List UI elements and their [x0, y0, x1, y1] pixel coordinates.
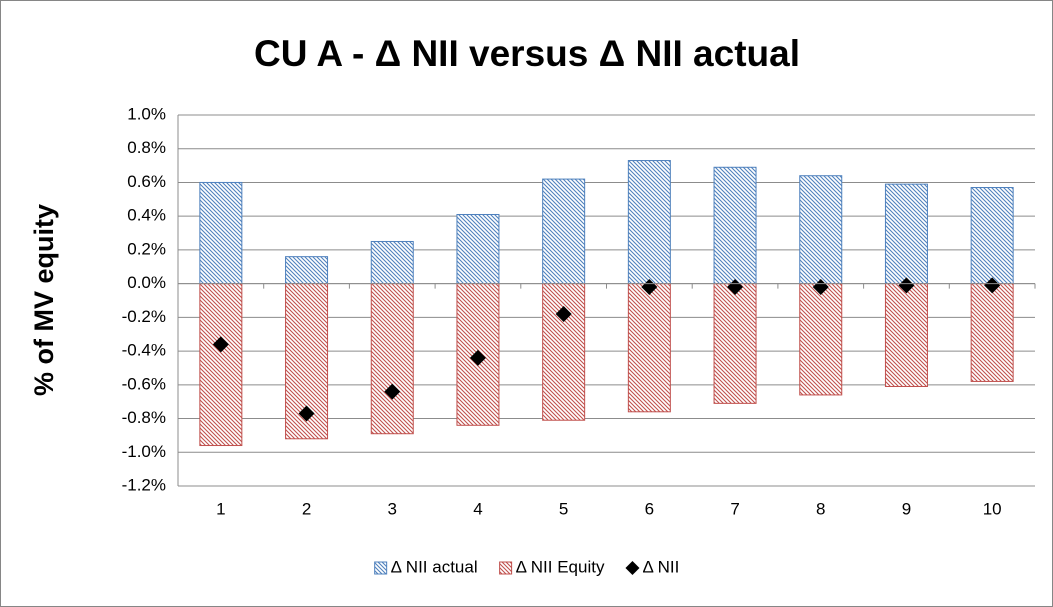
bar [713, 166, 757, 285]
y-tick-label: -1.0% [122, 442, 166, 461]
bar [884, 183, 928, 285]
bar [370, 240, 414, 285]
legend-swatch [625, 561, 640, 575]
marker [812, 279, 829, 296]
y-tick-label: -0.2% [122, 307, 166, 326]
x-tick-label: 8 [816, 499, 825, 518]
bar [627, 283, 671, 413]
y-tick-label: 0.2% [127, 239, 166, 258]
bar [285, 256, 329, 285]
x-tick-label: 6 [645, 499, 654, 518]
marker [298, 405, 315, 422]
bar [456, 213, 500, 285]
x-tick-label: 3 [388, 499, 397, 518]
bar [970, 187, 1014, 285]
x-tick-label: 2 [302, 499, 311, 518]
marker [727, 279, 744, 296]
marker [641, 279, 658, 296]
x-tick-label: 7 [730, 499, 739, 518]
y-axis-label: % of MV equity [29, 204, 59, 396]
legend-label: Δ NII Equity [516, 557, 605, 576]
bar [199, 283, 243, 447]
chart-title: CU A - Δ NII versus Δ NII actual [254, 33, 800, 74]
x-tick-label: 9 [902, 499, 911, 518]
bar [970, 283, 1014, 382]
y-tick-label: -0.4% [122, 341, 166, 360]
marker [469, 349, 486, 366]
y-tick-label: -1.2% [122, 475, 166, 494]
bar [542, 283, 586, 421]
bar [627, 160, 671, 285]
y-tick-label: -0.8% [122, 408, 166, 427]
bar [799, 283, 843, 396]
marker [898, 277, 915, 294]
bar [542, 178, 586, 285]
marker [555, 305, 572, 322]
legend-label: Δ NII actual [391, 557, 478, 576]
bar [713, 283, 757, 404]
legend-label: Δ NII [642, 557, 679, 576]
bar [884, 283, 928, 388]
legend-swatch [374, 561, 388, 575]
x-tick-label: 4 [473, 499, 482, 518]
bar [799, 175, 843, 285]
marker [384, 383, 401, 400]
x-tick-label: 5 [559, 499, 568, 518]
bar [370, 283, 414, 435]
legend-swatch [499, 561, 513, 575]
marker [212, 336, 229, 353]
marker [984, 277, 1001, 294]
x-tick-label: 10 [983, 499, 1002, 518]
y-tick-label: 0.6% [127, 172, 166, 191]
y-tick-label: -0.6% [122, 374, 166, 393]
y-tick-label: 0.0% [127, 273, 166, 292]
y-tick-label: 0.4% [127, 206, 166, 225]
y-tick-label: 0.8% [127, 138, 166, 157]
x-tick-label: 1 [216, 499, 225, 518]
bar [199, 181, 243, 285]
y-tick-label: 1.0% [127, 104, 166, 123]
